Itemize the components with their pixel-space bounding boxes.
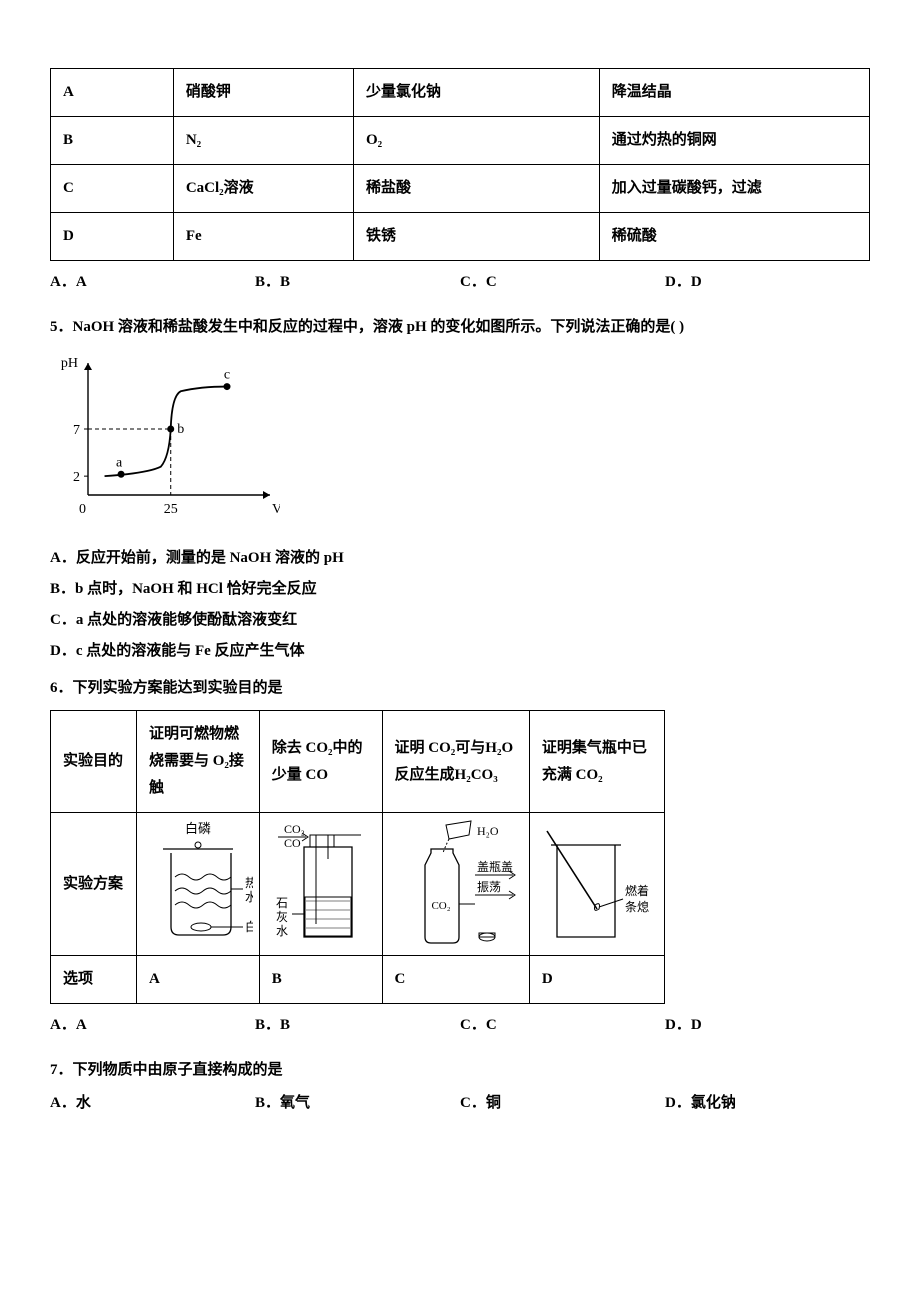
svg-text:振荡: 振荡 — [477, 880, 501, 894]
cell: 稀硫酸 — [599, 213, 869, 261]
svg-text:a: a — [116, 455, 123, 470]
table-row: B N₂ O₂ 通过灼热的铜网 — [51, 117, 870, 165]
diagram-c: H₂O CO₂ 盖瓶盖振荡 — [382, 813, 529, 956]
cell: 铁锈 — [354, 213, 600, 261]
svg-text:V/mL: V/mL — [272, 502, 280, 517]
svg-text:水: 水 — [276, 924, 288, 938]
svg-text:2: 2 — [73, 470, 80, 485]
purpose-d: 证明集气瓶中已充满 CO₂ — [529, 711, 664, 813]
purpose-c: 证明 CO₂可与H₂O 反应生成H₂CO₃ — [382, 711, 529, 813]
q5-chart: 2 7 25 0 pH V/mL a b c — [50, 353, 870, 533]
header-scheme: 实验方案 — [51, 813, 137, 956]
q4-choices: A．A B．B C．C D．D — [50, 269, 870, 296]
svg-text:25: 25 — [164, 502, 178, 517]
choice-c: C．C — [460, 269, 665, 296]
svg-text:灰: 灰 — [276, 910, 288, 924]
svg-text:CO₂: CO₂ — [431, 900, 450, 912]
table-row: D Fe 铁锈 稀硫酸 — [51, 213, 870, 261]
cell: A — [51, 69, 174, 117]
q5-opt-b: B．b 点时，NaOH 和 HCl 恰好完全反应 — [50, 576, 870, 603]
cell: O₂ — [354, 117, 600, 165]
cell: B — [51, 117, 174, 165]
cell: 通过灼热的铜网 — [599, 117, 869, 165]
cell: 加入过量碳酸钙，过滤 — [599, 165, 869, 213]
svg-text:白磷: 白磷 — [185, 821, 211, 836]
table-row: A 硝酸钾 少量氯化钠 降温结晶 — [51, 69, 870, 117]
option-d: D — [529, 956, 664, 1004]
svg-text:CO₂: CO₂ — [284, 822, 305, 836]
cell: 降温结晶 — [599, 69, 869, 117]
svg-text:白: 白 — [245, 919, 253, 934]
purpose-a: 证明可燃物燃烧需要与 O₂接触 — [136, 711, 259, 813]
cell: N₂ — [173, 117, 353, 165]
svg-text:石: 石 — [276, 896, 288, 910]
header-option: 选项 — [51, 956, 137, 1004]
table-row: 实验方案 白磷热水白 CO₂CO石灰水 H₂OCO₂盖瓶盖振荡 燃着条熄 — [51, 813, 665, 956]
cell: Fe — [173, 213, 353, 261]
q6-stem: 6．下列实验方案能达到实验目的是 — [50, 675, 870, 702]
q7-choices: A．水 B．氧气 C．铜 D．氯化钠 — [50, 1090, 870, 1117]
svg-text:盖瓶盖: 盖瓶盖 — [477, 860, 513, 874]
diagram-b: CO₂CO 石灰水 — [259, 813, 382, 956]
purpose-b: 除去 CO₂中的少量 CO — [259, 711, 382, 813]
choice-a: A．水 — [50, 1090, 255, 1117]
choice-c: C．铜 — [460, 1090, 665, 1117]
svg-text:7: 7 — [73, 423, 80, 438]
choice-a: A．A — [50, 269, 255, 296]
q6-choices: A．A B．B C．C D．D — [50, 1012, 870, 1039]
table-q4: A 硝酸钾 少量氯化钠 降温结晶 B N₂ O₂ 通过灼热的铜网 C CaCl₂… — [50, 68, 870, 261]
svg-text:热: 热 — [245, 876, 253, 890]
svg-text:pH: pH — [61, 356, 78, 371]
cell: D — [51, 213, 174, 261]
ph-curve-chart: 2 7 25 0 pH V/mL a b c — [50, 353, 280, 523]
choice-a: A．A — [50, 1012, 255, 1039]
q5-stem: 5．NaOH 溶液和稀盐酸发生中和反应的过程中，溶液 pH 的变化如图所示。下列… — [50, 314, 870, 341]
diagram-a: 白磷热水白 — [136, 813, 259, 956]
choice-c: C．C — [460, 1012, 665, 1039]
diagram-d: 燃着条熄 — [529, 813, 664, 956]
choice-d: D．氯化钠 — [665, 1090, 870, 1117]
svg-text:b: b — [177, 422, 184, 437]
choice-b: B．B — [255, 269, 460, 296]
option-b: B — [259, 956, 382, 1004]
q7-stem: 7．下列物质中由原子直接构成的是 — [50, 1057, 870, 1084]
q5-opt-a: A．反应开始前，测量的是 NaOH 溶液的 pH — [50, 545, 870, 572]
cell: CaCl₂溶液 — [173, 165, 353, 213]
header-purpose: 实验目的 — [51, 711, 137, 813]
svg-text:条熄: 条熄 — [625, 900, 649, 914]
q5-opt-d: D．c 点处的溶液能与 Fe 反应产生气体 — [50, 638, 870, 665]
choice-d: D．D — [665, 269, 870, 296]
choice-b: B．氧气 — [255, 1090, 460, 1117]
table-row: C CaCl₂溶液 稀盐酸 加入过量碳酸钙，过滤 — [51, 165, 870, 213]
q5-opt-c: C．a 点处的溶液能够使酚酞溶液变红 — [50, 607, 870, 634]
svg-text:0: 0 — [79, 502, 86, 517]
option-c: C — [382, 956, 529, 1004]
svg-text:c: c — [224, 368, 230, 383]
option-a: A — [136, 956, 259, 1004]
choice-d: D．D — [665, 1012, 870, 1039]
cell: 硝酸钾 — [173, 69, 353, 117]
table-q6: 实验目的 证明可燃物燃烧需要与 O₂接触 除去 CO₂中的少量 CO 证明 CO… — [50, 710, 665, 1004]
svg-text:H₂O: H₂O — [477, 824, 499, 838]
svg-text:水: 水 — [245, 890, 253, 904]
cell: 稀盐酸 — [354, 165, 600, 213]
svg-text:燃着: 燃着 — [625, 883, 649, 898]
svg-text:CO: CO — [284, 836, 301, 850]
table-row: 实验目的 证明可燃物燃烧需要与 O₂接触 除去 CO₂中的少量 CO 证明 CO… — [51, 711, 665, 813]
choice-b: B．B — [255, 1012, 460, 1039]
table-row: 选项 A B C D — [51, 956, 665, 1004]
cell: 少量氯化钠 — [354, 69, 600, 117]
cell: C — [51, 165, 174, 213]
